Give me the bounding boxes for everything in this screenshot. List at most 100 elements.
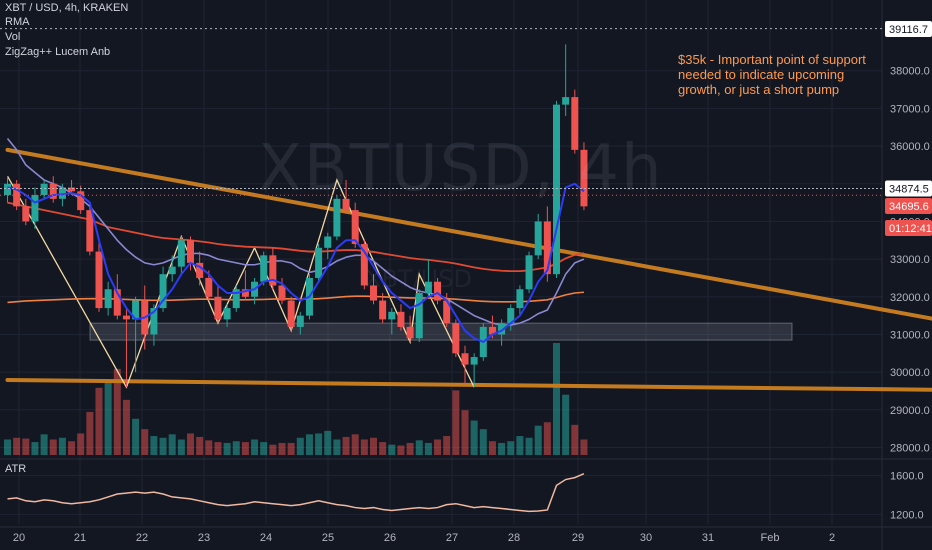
chart-watermark: XBTUSD, 4h	[258, 132, 664, 206]
atr-label[interactable]: ATR	[5, 463, 27, 475]
volume-bar-21	[196, 436, 204, 455]
volume-bar-61	[562, 394, 570, 455]
volume-bar-52	[479, 429, 487, 455]
volume-bar-34	[315, 433, 323, 455]
indicator-vol[interactable]: Vol	[5, 31, 21, 43]
volume-bar-25	[232, 441, 240, 455]
candle-56	[516, 289, 524, 309]
candle-7	[68, 187, 76, 192]
x-tick-10: 30	[640, 532, 652, 544]
candle-0	[4, 183, 11, 196]
indicator-zigzag[interactable]: ZigZag++ Lucem Anb	[5, 46, 111, 58]
x-tick-8: 28	[508, 532, 520, 544]
chart-annotation[interactable]: $35k - Important point of support needed…	[678, 52, 888, 97]
candle-32	[296, 315, 304, 327]
volume-bar-48	[443, 436, 451, 455]
x-tick-12: Feb	[761, 532, 780, 544]
volume-bar-53	[488, 441, 496, 455]
trendline-1	[5, 378, 932, 392]
x-tick-7: 27	[446, 532, 458, 544]
volume-bar-4	[40, 434, 48, 455]
volume-bar-43	[397, 445, 405, 455]
volume-bar-22	[205, 440, 213, 455]
candle-22	[205, 277, 213, 297]
candle-25	[232, 289, 240, 309]
volume-bar-6	[58, 437, 66, 455]
candle-18	[168, 266, 176, 275]
candle-23	[214, 296, 222, 320]
volume-bar-62	[571, 424, 579, 455]
volume-bar-7	[68, 441, 76, 455]
volume-bar-19	[177, 439, 185, 455]
x-tick-3: 23	[198, 532, 210, 544]
volume-bar-54	[498, 442, 506, 455]
volume-bar-14	[132, 418, 140, 455]
candle-4	[40, 183, 48, 196]
candle-13	[122, 315, 130, 320]
candle-40	[370, 285, 377, 301]
close-price-label-box	[885, 198, 932, 214]
candle-39	[360, 244, 368, 286]
volume-bar-18	[168, 434, 176, 455]
price-tick-9: 29000.0	[890, 405, 930, 417]
volume-bar-38	[351, 434, 359, 455]
candle-11	[104, 289, 112, 309]
candle-51	[470, 357, 478, 365]
volume-bar-55	[507, 441, 515, 455]
atr-tick-0: 1600.0	[890, 471, 924, 483]
volume-bar-8	[77, 433, 85, 455]
volume-bar-41	[379, 442, 387, 455]
volume-bar-39	[360, 439, 368, 455]
candle-55	[507, 308, 515, 324]
candle-34	[315, 247, 323, 278]
volume-bar-46	[424, 442, 432, 455]
volume-bar-44	[406, 442, 414, 455]
price-tick-0: 38000.0	[890, 66, 930, 78]
candle-43	[397, 311, 405, 327]
candle-6	[58, 187, 66, 199]
candle-2	[22, 206, 30, 222]
symbol-title[interactable]: XBT / USD, 4h, KRAKEN	[5, 2, 129, 14]
price-tick-1: 37000.0	[890, 103, 930, 115]
candle-38	[351, 210, 359, 245]
volume-bar-5	[49, 439, 57, 455]
volume-bar-59	[543, 422, 551, 455]
timer-label: 01:12:41	[889, 223, 932, 235]
candle-61	[562, 97, 570, 105]
candle-9	[86, 210, 94, 252]
volume-bar-42	[388, 444, 396, 455]
x-tick-0: 20	[13, 532, 25, 544]
volume-bar-28	[260, 442, 268, 455]
volume-bar-56	[516, 436, 524, 455]
volume-bar-60	[553, 343, 560, 455]
volume-bar-15	[141, 429, 149, 455]
price-tick-8: 30000.0	[890, 367, 930, 379]
volume-bar-2	[22, 438, 30, 455]
candle-16	[150, 308, 158, 335]
volume-bar-37	[342, 436, 350, 455]
price-tick-5: 33000.0	[890, 254, 930, 266]
candle-29	[269, 255, 277, 286]
x-tick-11: 31	[702, 532, 714, 544]
candle-35	[324, 236, 332, 248]
candle-58	[534, 221, 542, 256]
volume-bar-26	[241, 442, 249, 455]
current-price-label-box	[885, 180, 932, 197]
x-tick-2: 22	[136, 532, 148, 544]
volume-bar-47	[434, 439, 442, 455]
indicator-rma[interactable]: RMA	[5, 16, 30, 28]
candle-17	[159, 274, 167, 309]
volume-bar-50	[461, 410, 469, 455]
volume-bar-17	[159, 437, 167, 455]
candle-47	[434, 281, 442, 301]
candle-48	[443, 300, 451, 324]
volume-bar-45	[415, 440, 423, 455]
x-tick-9: 29	[572, 532, 584, 544]
candle-26	[241, 289, 249, 297]
candle-28	[260, 255, 268, 282]
volume-bar-11	[104, 381, 112, 455]
atr-line	[7, 473, 585, 513]
volume-bar-57	[525, 437, 533, 455]
volume-bar-1	[13, 437, 21, 455]
